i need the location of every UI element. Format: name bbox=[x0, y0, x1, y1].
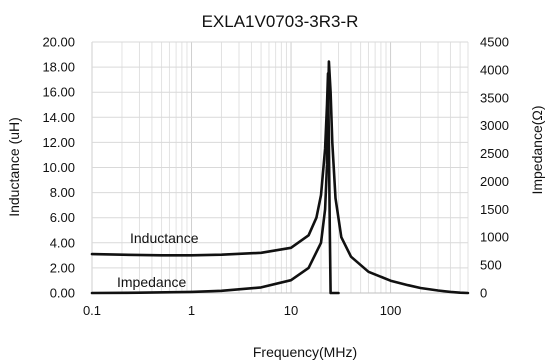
x-tick-label: 10 bbox=[284, 303, 298, 318]
y-left-tick-label: 2.00 bbox=[50, 260, 75, 275]
series-line-inductance bbox=[90, 72, 340, 295]
y-left-tick-label: 10.00 bbox=[42, 160, 75, 175]
y-left-tick-label: 20.00 bbox=[42, 35, 75, 50]
y-right-tick-label: 2500 bbox=[480, 146, 509, 161]
chart-title: EXLA1V0703-3R3-R bbox=[202, 12, 359, 31]
y-axis-right-title: Impedance(Ω) bbox=[529, 105, 545, 194]
x-axis-title: Frequency(MHz) bbox=[253, 344, 357, 360]
grid-layer bbox=[91, 41, 469, 294]
annotation-inductance: Inductance bbox=[130, 230, 199, 246]
x-tick-label: 0.1 bbox=[83, 303, 101, 318]
y-axis-left-title: Inductance (uH) bbox=[6, 117, 22, 217]
y-left-tick-label: 16.00 bbox=[42, 85, 75, 100]
y-right-tick-label: 4500 bbox=[480, 35, 509, 50]
x-tick-label: 1 bbox=[188, 303, 195, 318]
y-right-tick-label: 4000 bbox=[480, 62, 509, 77]
y-right-tick-label: 1500 bbox=[480, 202, 509, 217]
y-right-tick-label: 1000 bbox=[480, 230, 509, 245]
series-line-impedance bbox=[90, 60, 470, 295]
x-tick-label: 100 bbox=[380, 303, 402, 318]
series-layer bbox=[90, 60, 470, 295]
y-left-tick-label: 0.00 bbox=[50, 286, 75, 301]
y-left-tick-label: 12.00 bbox=[42, 135, 75, 150]
y-right-tick-label: 3000 bbox=[480, 118, 509, 133]
y-left-tick-label: 18.00 bbox=[42, 60, 75, 75]
y-right-tick-label: 3500 bbox=[480, 90, 509, 105]
axis-layer: 0.1 1 10 100 0.00 2.00 4.00 6.00 8.00 10.00 12.00 1… bbox=[42, 35, 508, 319]
y-left-tick-label: 6.00 bbox=[50, 210, 75, 225]
y-left-tick-label: 8.00 bbox=[50, 185, 75, 200]
text-layer: EXLA1V0703-3R3-R Frequency(MHz) Inductan… bbox=[6, 12, 545, 360]
y-right-tick-label: 500 bbox=[480, 258, 502, 273]
y-right-tick-label: 2000 bbox=[480, 174, 509, 189]
annotation-impedance: Impedance bbox=[117, 274, 186, 290]
y-left-tick-label: 14.00 bbox=[42, 110, 75, 125]
y-left-tick-label: 4.00 bbox=[50, 235, 75, 250]
y-right-tick-label: 0 bbox=[480, 286, 487, 301]
